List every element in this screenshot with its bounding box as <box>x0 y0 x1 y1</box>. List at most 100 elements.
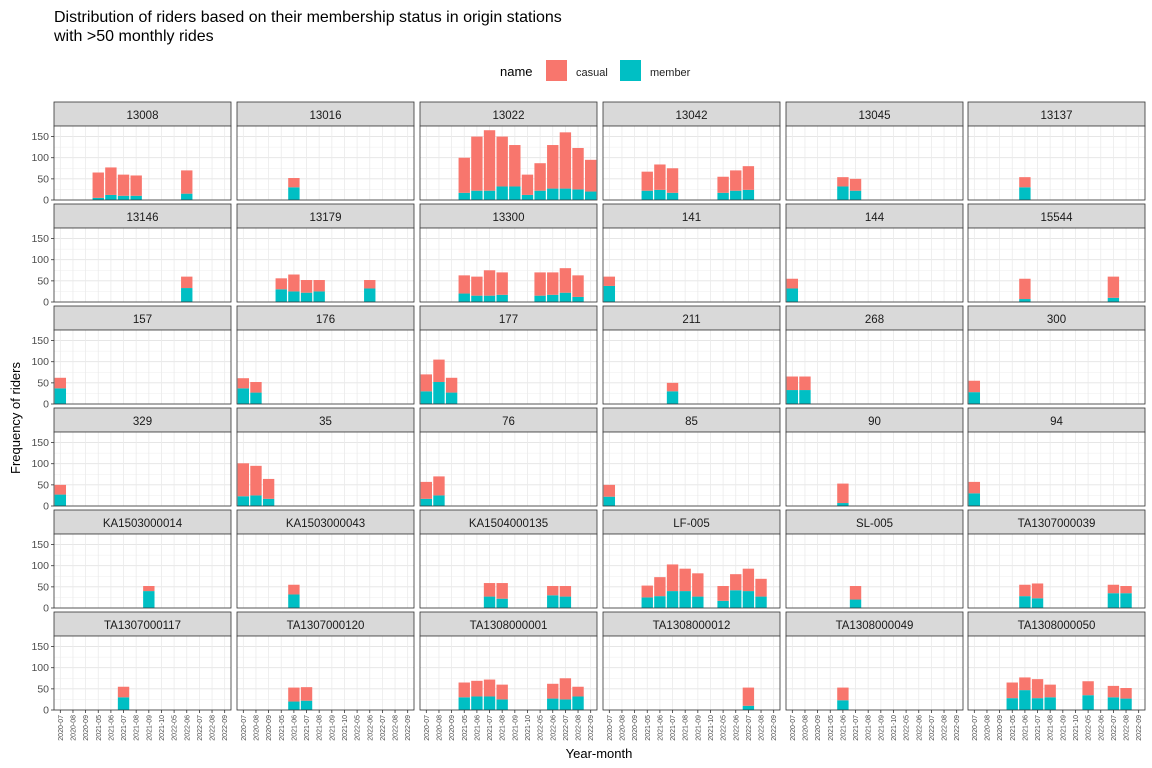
bar-member <box>420 391 433 404</box>
bar-casual <box>92 172 104 198</box>
bar-casual <box>509 145 521 187</box>
facet-border <box>53 329 232 405</box>
facet-strip <box>419 203 598 229</box>
y-tick-label: 50 <box>37 173 49 185</box>
bar-member <box>786 288 799 302</box>
x-tick-label: 2022-09 <box>588 715 595 741</box>
facet-grid: 13008 0 50 100 150 13016 13022 13042 13045 13137 1… <box>31 101 1146 741</box>
bar-casual <box>603 276 616 286</box>
facet-strip <box>602 407 781 433</box>
x-tick-label: 2020-08 <box>802 715 809 741</box>
facet-strip <box>419 407 598 433</box>
x-tick-label: 2022-06 <box>367 715 374 741</box>
x-tick-label: 2021-06 <box>291 715 298 741</box>
facet-border <box>967 431 1146 507</box>
bar-casual <box>181 276 193 289</box>
bar-member <box>742 591 755 608</box>
bar-casual <box>237 378 250 389</box>
x-tick-label: 2022-08 <box>393 715 400 741</box>
x-tick-label: 2020-07 <box>607 715 614 741</box>
x-tick-label: 2021-09 <box>512 715 519 741</box>
facet-strip <box>602 509 781 535</box>
facet-panel: 13045 <box>785 101 964 201</box>
facet-panel: TA1307000117 0 50 100 150 2020-07 2020-08 2020-… <box>31 611 232 741</box>
facet-border <box>602 227 781 303</box>
bar-member <box>92 197 104 200</box>
facet-border <box>419 227 598 303</box>
bar-member <box>54 388 67 404</box>
facet-plot-area <box>603 330 780 404</box>
facet-border <box>419 533 598 609</box>
facet-border <box>967 635 1146 711</box>
x-tick-label: 2020-07 <box>972 715 979 741</box>
bar-member <box>521 194 534 200</box>
bar-member <box>534 295 546 302</box>
facet-strip <box>967 509 1146 535</box>
facet-strip <box>53 101 232 127</box>
bar-casual <box>547 145 559 189</box>
facet-border <box>602 431 781 507</box>
x-tick-label: 2020-09 <box>83 715 90 741</box>
bar-member <box>420 498 433 506</box>
bar-casual <box>1019 177 1031 188</box>
bar-member <box>496 186 508 200</box>
x-tick-label: 2021-07 <box>487 715 494 741</box>
x-tick-label: 2021-06 <box>657 715 664 741</box>
bar-member <box>730 590 742 608</box>
bar-casual <box>837 177 849 187</box>
bar-member <box>1107 297 1120 302</box>
bar-member <box>1107 697 1120 710</box>
facet-strip-label: LF-005 <box>673 518 709 530</box>
facet-panel: 15544 <box>967 203 1146 303</box>
facet-strip <box>236 101 415 127</box>
bar-member <box>572 189 584 200</box>
bar-casual <box>433 359 445 383</box>
facet-panel: 329 0 50 100 150 <box>31 407 232 513</box>
facet-strip-label: KA1504000135 <box>469 518 548 530</box>
y-tick-label: 50 <box>37 275 49 287</box>
facet-strip <box>967 305 1146 331</box>
x-tick-label: 2021-06 <box>474 715 481 741</box>
bar-casual <box>1031 583 1044 599</box>
bar-casual <box>105 167 117 195</box>
x-tick-label: 2022-06 <box>733 715 740 741</box>
facet-panel: 177 <box>419 305 598 405</box>
bar-member <box>250 392 262 404</box>
x-tick-label: 2021-07 <box>853 715 860 741</box>
x-tick-label: 2020-09 <box>997 715 1004 741</box>
bar-casual <box>572 686 584 697</box>
facet-strip-label: 90 <box>868 416 881 428</box>
bar-casual <box>1019 677 1031 691</box>
bar-casual <box>364 280 376 289</box>
facet-panel: 13016 <box>236 101 415 201</box>
facet-strip-label: 13016 <box>310 110 342 122</box>
facet-strip-label: 85 <box>685 416 698 428</box>
bar-member <box>799 390 811 404</box>
x-tick-label: 2021-05 <box>279 715 286 741</box>
bar-member <box>654 596 666 608</box>
bar-member <box>117 697 130 710</box>
bar-casual <box>420 374 433 392</box>
facet-panel: 176 <box>236 305 415 405</box>
facet-strip-label: TA1308000050 <box>1018 620 1096 632</box>
facet-border <box>785 329 964 405</box>
x-tick-label: 2021-09 <box>695 715 702 741</box>
bar-casual <box>458 157 470 193</box>
x-tick-label: 2022-06 <box>550 715 557 741</box>
bar-member <box>1031 698 1044 710</box>
facet-strip-label: 13008 <box>127 110 159 122</box>
facet-plot-area <box>786 126 963 200</box>
bar-member <box>1019 690 1031 710</box>
bar-member <box>1019 299 1031 302</box>
facet-strip-label: 329 <box>133 416 152 428</box>
bar-member <box>130 195 142 200</box>
y-tick-label: 150 <box>31 335 49 347</box>
bar-casual <box>742 166 755 190</box>
bar-casual <box>1107 584 1120 594</box>
bar-member <box>837 186 849 200</box>
facet-plot-area <box>968 432 1145 506</box>
facet-panel: 211 <box>602 305 781 405</box>
bar-member <box>364 288 376 302</box>
facet-plot-area <box>54 126 231 200</box>
x-tick-label: 2021-09 <box>146 715 153 741</box>
